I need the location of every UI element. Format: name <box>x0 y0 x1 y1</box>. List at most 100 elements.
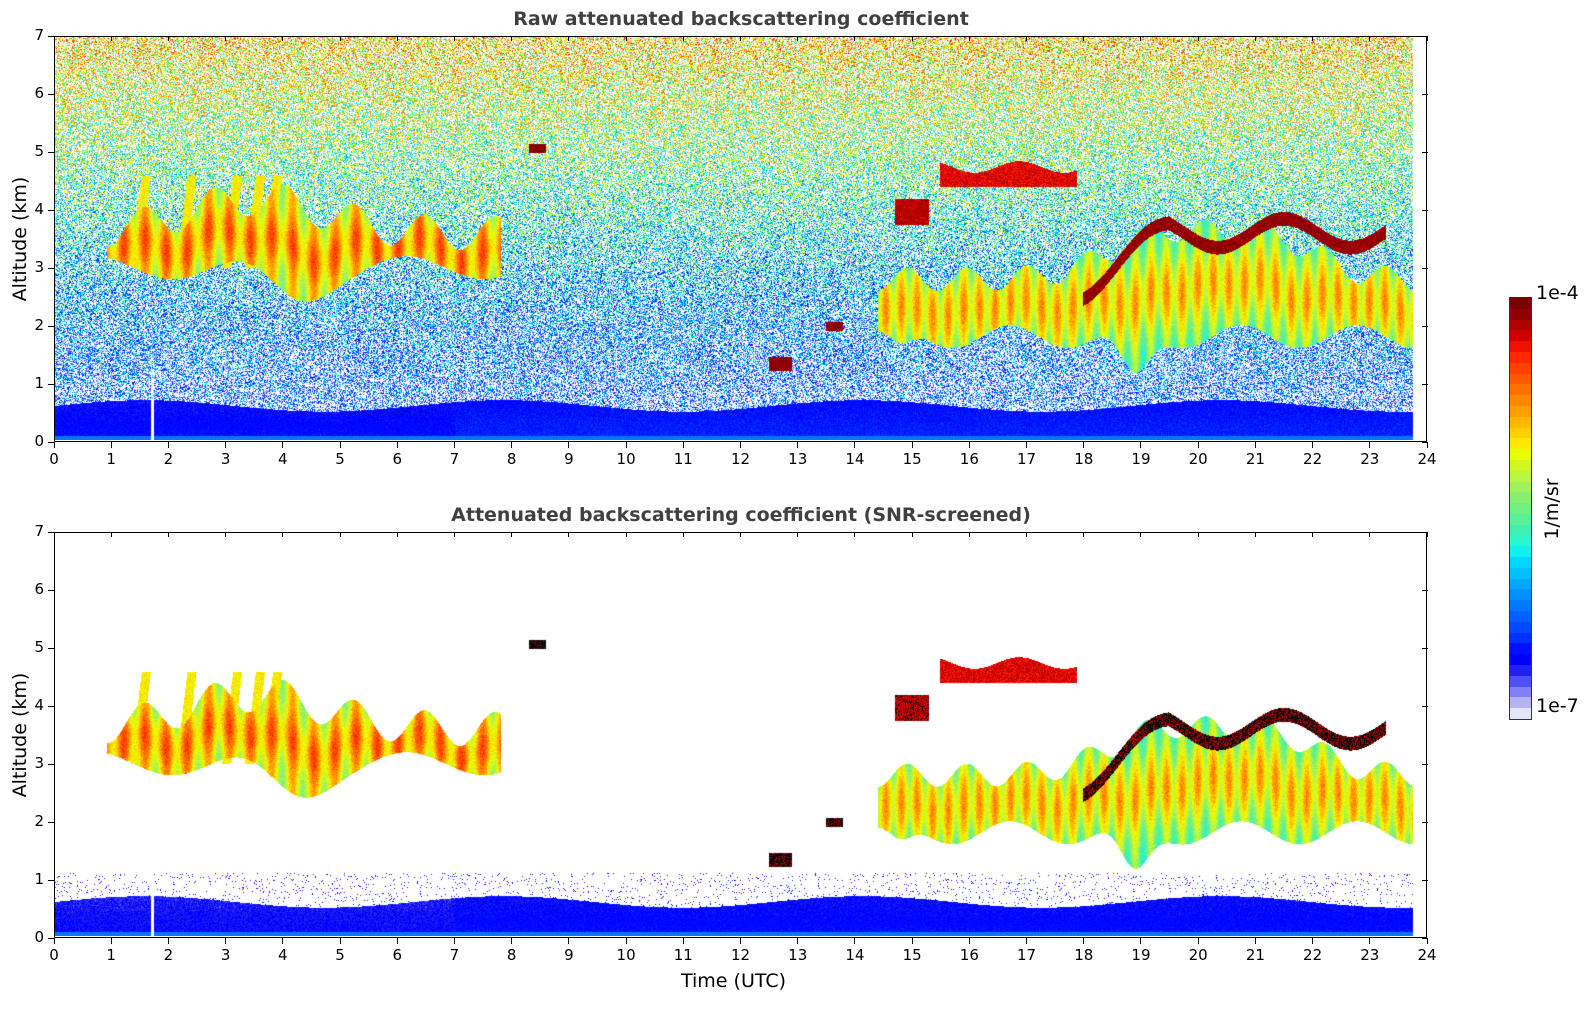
y-tick-label: 1 <box>34 870 44 888</box>
y-tick-label: 1 <box>34 374 44 392</box>
colorbar-unit-label: 1/m/sr <box>1541 478 1563 540</box>
colorbar-segment <box>1510 372 1531 385</box>
colorbar-segment <box>1510 707 1531 719</box>
colorbar-segment <box>1510 642 1531 655</box>
x-tick-mark-top <box>797 532 799 537</box>
colorbar-segment <box>1510 675 1531 687</box>
colorbar-segment <box>1510 632 1531 644</box>
colorbar-segment <box>1510 524 1531 536</box>
heatmap-raw <box>55 37 1425 440</box>
x-tick-label: 17 <box>1016 450 1037 468</box>
x-tick-mark-top <box>339 532 341 537</box>
y-tick-mark-right <box>1422 441 1428 443</box>
x-tick-mark <box>282 442 284 448</box>
x-tick-mark-top <box>1312 36 1314 41</box>
x-tick-mark-top <box>568 36 570 41</box>
x-tick-label: 11 <box>673 946 693 964</box>
x-tick-label: 13 <box>788 450 808 468</box>
colorbar-segment <box>1510 383 1531 396</box>
colorbar-segment <box>1510 480 1531 493</box>
x-tick-mark <box>568 442 570 448</box>
x-tick-label: 22 <box>1303 450 1323 468</box>
y-tick-mark-right <box>1422 383 1428 385</box>
x-tick-label: 9 <box>564 450 574 468</box>
x-tick-mark <box>110 938 112 944</box>
x-tick-mark <box>968 938 970 944</box>
y-tick-mark <box>48 441 54 443</box>
y-tick-mark-right <box>1422 325 1428 327</box>
x-tick-mark-top <box>625 36 627 41</box>
y-tick-label: 5 <box>34 142 44 160</box>
x-tick-mark <box>1083 442 1085 448</box>
y-tick-mark-right <box>1422 35 1428 37</box>
y-tick-mark <box>48 937 54 939</box>
x-tick-mark <box>625 442 627 448</box>
x-tick-mark <box>797 938 799 944</box>
x-tick-mark <box>53 938 55 944</box>
heatmap-screened <box>55 533 1425 936</box>
y-tick-mark <box>48 93 54 95</box>
colorbar-segment <box>1510 394 1531 406</box>
y-tick-mark-right <box>1422 647 1428 649</box>
colorbar-segment <box>1510 513 1531 525</box>
x-tick-mark-top <box>1140 532 1142 537</box>
colorbar-max-label: 1e-4 <box>1536 282 1579 304</box>
y-tick-label: 3 <box>34 754 44 772</box>
x-tick-label: 1 <box>106 450 116 468</box>
colorbar-segment <box>1510 696 1531 709</box>
x-tick-mark <box>1254 938 1256 944</box>
x-tick-label: 2 <box>163 946 174 964</box>
x-tick-label: 6 <box>392 946 403 964</box>
y-tick-label: 0 <box>34 928 44 946</box>
y-tick-label: 7 <box>34 26 44 44</box>
y-tick-label: 4 <box>34 696 44 714</box>
x-tick-label: 8 <box>506 450 517 468</box>
x-tick-mark-top <box>167 36 169 41</box>
x-tick-label: 15 <box>902 946 922 964</box>
x-tick-label: 19 <box>1131 946 1151 964</box>
colorbar-segment <box>1510 588 1531 601</box>
x-tick-label: 3 <box>220 450 231 468</box>
x-tick-label: 0 <box>49 946 59 964</box>
x-tick-mark <box>511 938 513 944</box>
x-tick-label: 2 <box>163 450 174 468</box>
x-tick-label: 16 <box>959 946 979 964</box>
x-tick-mark-top <box>740 532 741 537</box>
colorbar <box>1509 297 1532 720</box>
x-tick-mark <box>740 442 741 448</box>
colorbar-segment <box>1510 491 1531 504</box>
plot-area-raw <box>54 36 1427 442</box>
colorbar-segment <box>1510 437 1531 450</box>
x-tick-mark-top <box>854 36 856 41</box>
x-tick-mark <box>167 938 169 944</box>
y-tick-label: 6 <box>34 84 44 102</box>
y-tick-mark-right <box>1422 151 1428 153</box>
x-tick-label: 21 <box>1245 450 1265 468</box>
x-tick-label: 10 <box>616 946 636 964</box>
y-tick-mark-right <box>1422 93 1428 95</box>
x-tick-mark-top <box>225 532 227 537</box>
y-tick-mark-right <box>1422 879 1428 881</box>
x-tick-label: 23 <box>1360 450 1380 468</box>
x-tick-mark-top <box>339 36 341 41</box>
y-axis-label-screened: Altitude (km) <box>9 672 31 798</box>
colorbar-segment <box>1510 329 1531 342</box>
y-tick-mark-right <box>1422 589 1428 591</box>
x-tick-mark <box>396 442 398 448</box>
x-tick-label: 19 <box>1131 450 1151 468</box>
x-tick-mark <box>1369 442 1371 448</box>
x-tick-mark-top <box>1426 36 1428 41</box>
x-tick-mark-top <box>1369 532 1371 537</box>
y-tick-label: 3 <box>34 258 44 276</box>
x-tick-mark <box>396 938 398 944</box>
chart-title-screened: Attenuated backscattering coefficient (S… <box>451 504 1031 526</box>
colorbar-segment <box>1510 470 1531 482</box>
x-tick-mark <box>167 442 169 448</box>
x-tick-label: 18 <box>1074 946 1094 964</box>
x-tick-mark-top <box>1026 36 1028 41</box>
x-tick-mark <box>1083 938 1085 944</box>
x-tick-mark-top <box>740 36 741 41</box>
x-tick-mark <box>1426 938 1428 944</box>
y-tick-label: 4 <box>34 200 44 218</box>
x-tick-label: 20 <box>1188 946 1208 964</box>
